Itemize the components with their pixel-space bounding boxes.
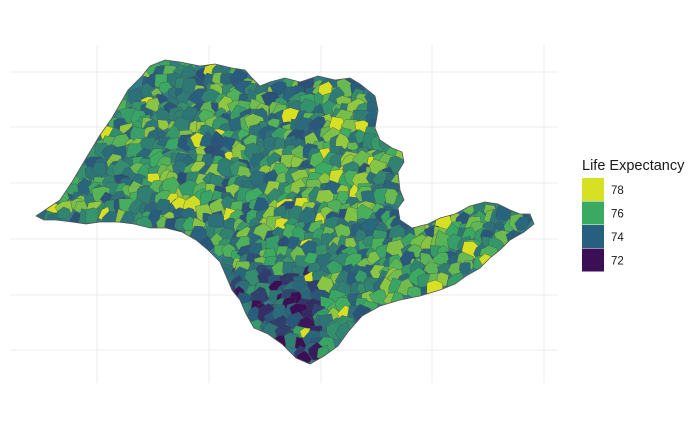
municipality (85, 207, 99, 224)
municipality (426, 279, 444, 299)
legend-label-72: 72 (611, 256, 624, 268)
legend-key-76 (582, 201, 604, 225)
municipality (373, 187, 390, 206)
legend-key-74 (582, 225, 604, 248)
municipality (157, 119, 171, 131)
legend-key-78 (582, 178, 604, 201)
municipality (367, 251, 381, 266)
municipality (56, 206, 72, 220)
legend-label-76: 76 (611, 209, 624, 221)
legend-key-72 (582, 248, 604, 272)
legend-title: Life Expectancy (582, 158, 685, 174)
municipality (269, 81, 288, 96)
legend-label-74: 74 (611, 232, 624, 244)
municipality (281, 107, 300, 125)
legend-label-78: 78 (611, 185, 624, 197)
legend: Life Expectancy 78 76 74 72 (582, 158, 685, 272)
municipality (514, 216, 529, 231)
municipality (159, 81, 173, 94)
municipality (91, 162, 108, 177)
municipalities (36, 60, 533, 364)
legend-keys: 78 76 74 72 (582, 178, 624, 272)
municipality (459, 262, 471, 275)
